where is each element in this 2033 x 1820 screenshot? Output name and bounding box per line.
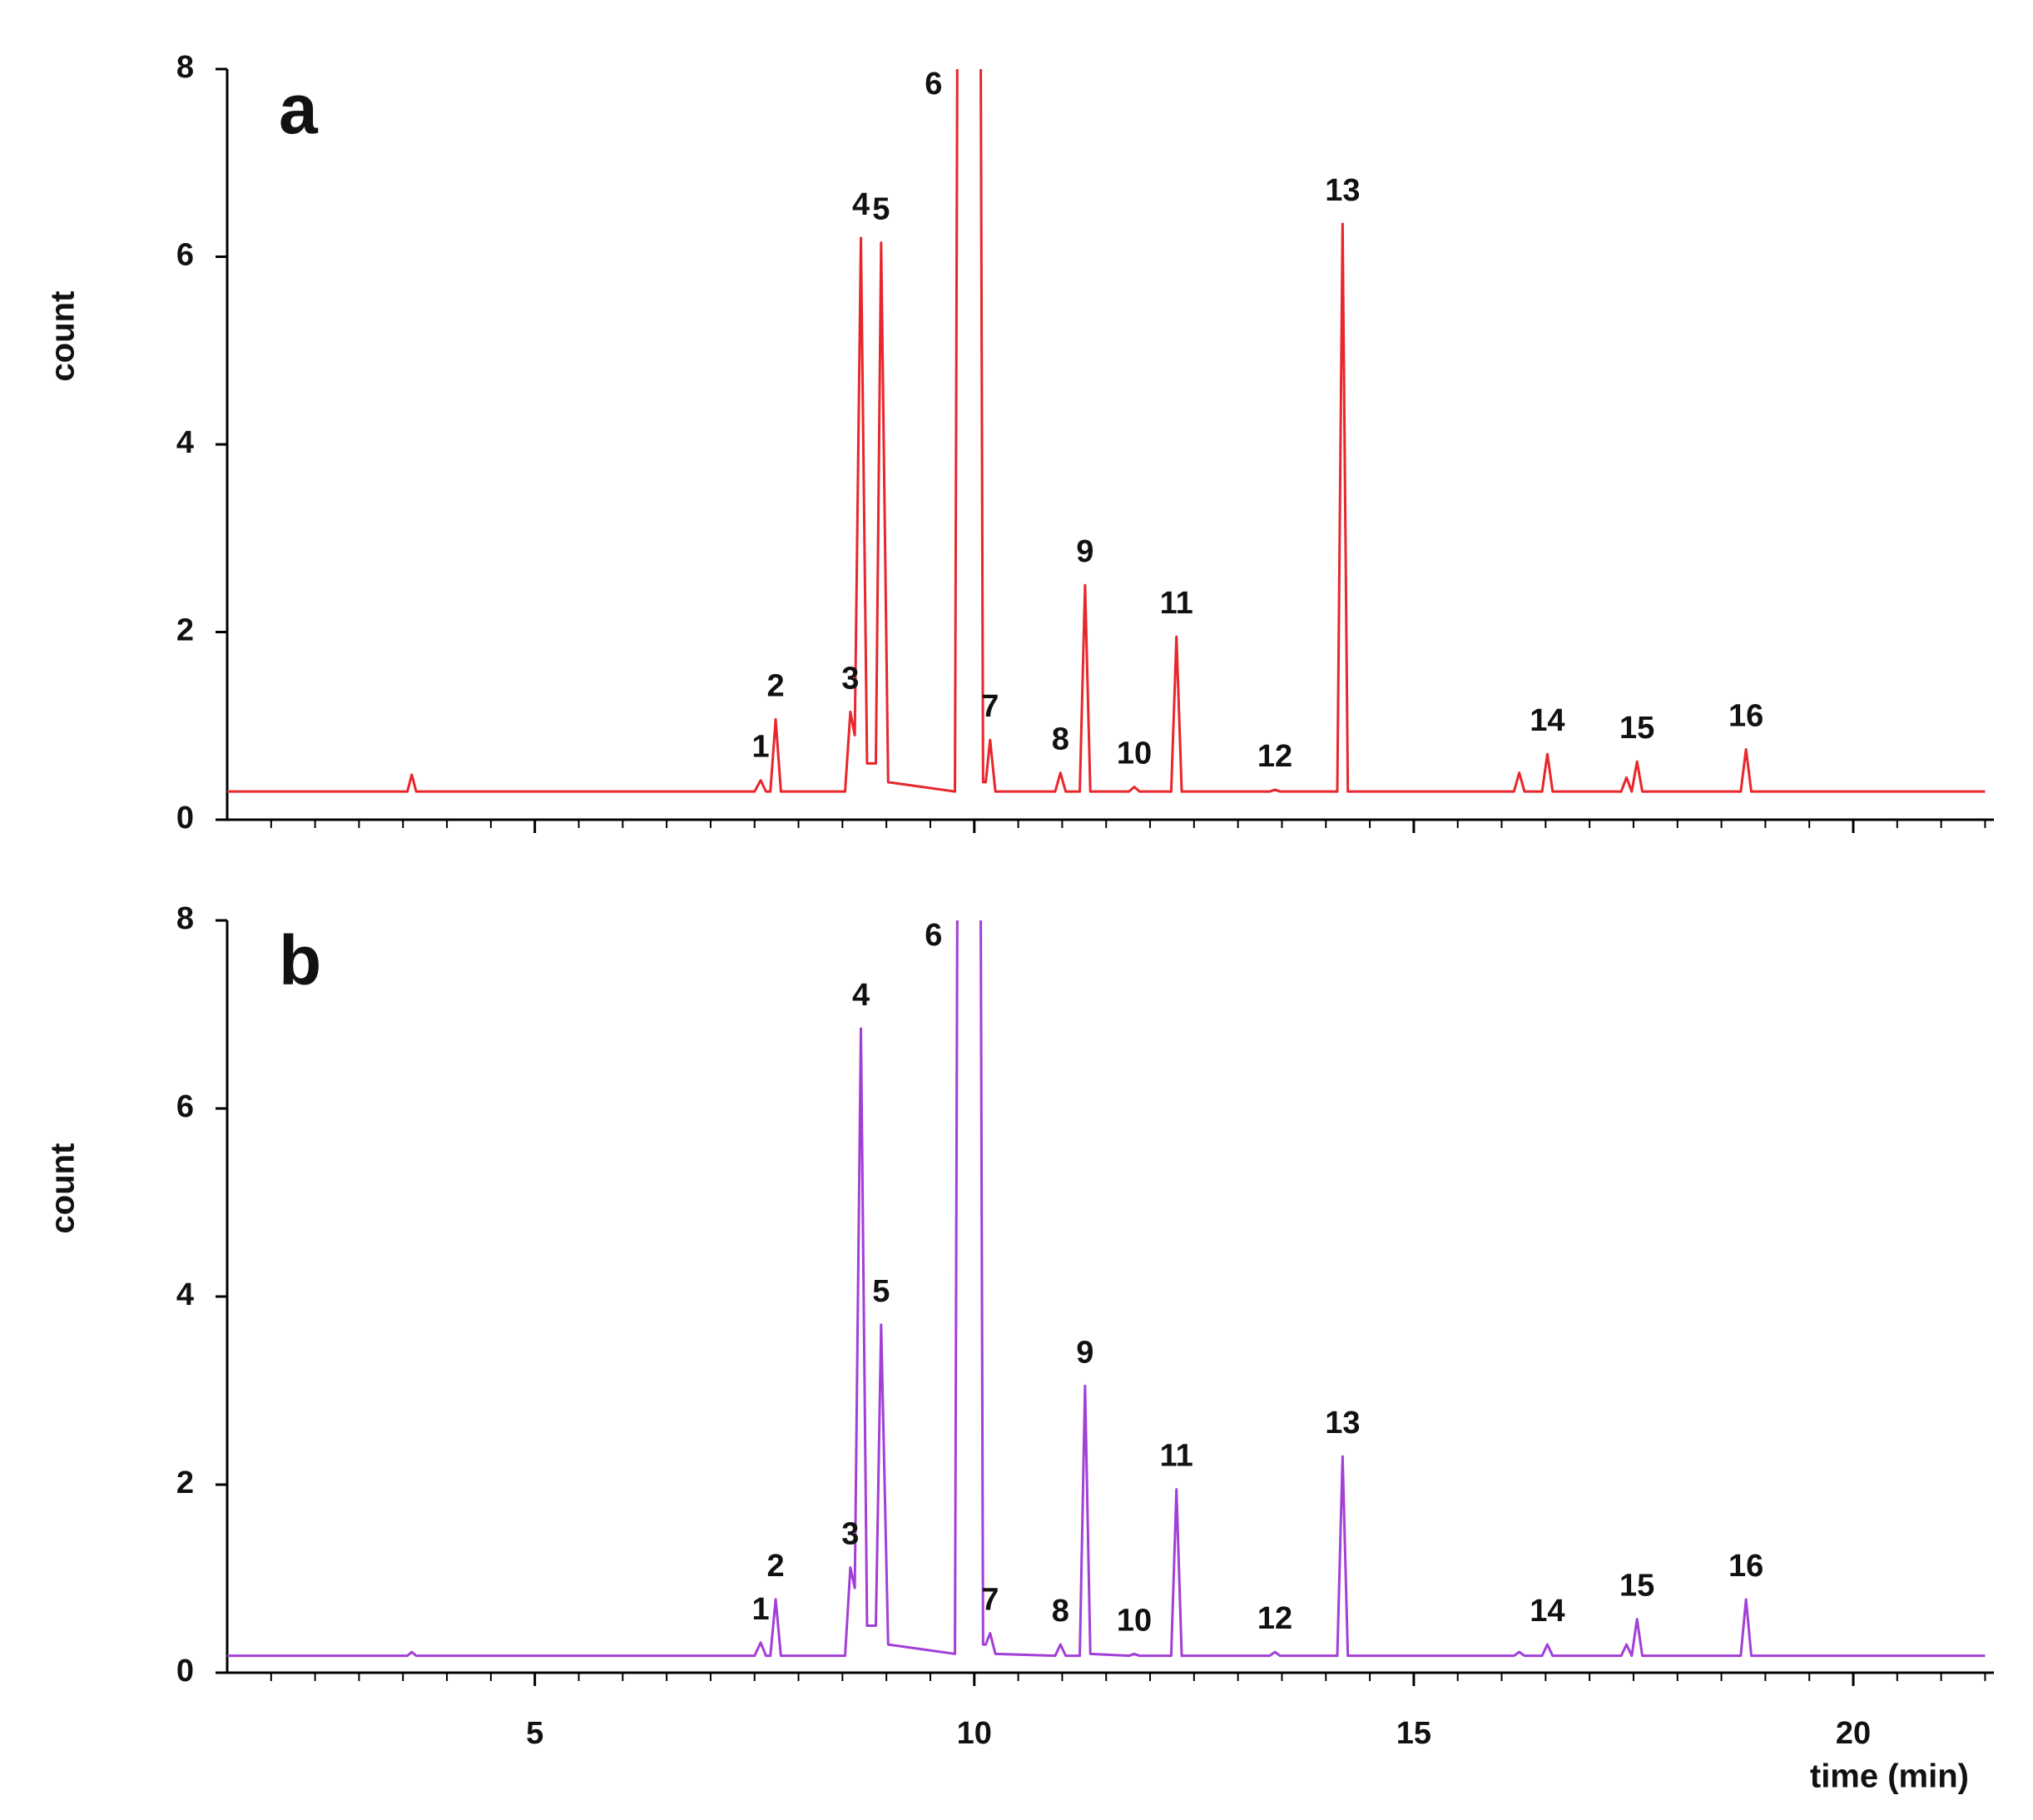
chromatogram-line bbox=[227, 69, 1986, 793]
peak-label: 13 bbox=[1325, 1406, 1360, 1441]
peak-label: 14 bbox=[1530, 1594, 1564, 1629]
x-tick-label: 10 bbox=[957, 1716, 992, 1751]
peak-label: 12 bbox=[1257, 739, 1292, 774]
peak-label: 6 bbox=[925, 67, 942, 102]
peak-label: 9 bbox=[1076, 534, 1093, 569]
chromatogram-line bbox=[227, 920, 1986, 1658]
x-axis-label: time (min) bbox=[1810, 1758, 1969, 1795]
peak-label: 5 bbox=[872, 1274, 890, 1309]
peak-label: 15 bbox=[1619, 1569, 1654, 1604]
y-tick-label: 0 bbox=[176, 801, 194, 836]
y-tick-label: 2 bbox=[176, 613, 194, 648]
x-tick-label: 5 bbox=[526, 1716, 543, 1751]
peak-label: 2 bbox=[767, 1549, 785, 1584]
peak-label: 16 bbox=[1728, 698, 1763, 733]
panel-label: b bbox=[279, 921, 321, 999]
peak-label: 10 bbox=[1117, 1603, 1152, 1638]
panel-label: a bbox=[279, 70, 319, 148]
peak-label: 12 bbox=[1257, 1601, 1292, 1636]
y-tick-label: 6 bbox=[176, 1089, 194, 1124]
peak-label: 10 bbox=[1117, 736, 1152, 771]
peak-label: 2 bbox=[767, 668, 785, 703]
peak-label: 14 bbox=[1530, 703, 1564, 738]
y-axis-label: count bbox=[45, 291, 82, 382]
peak-label: 16 bbox=[1728, 1549, 1763, 1584]
peak-label: 11 bbox=[1160, 1439, 1193, 1474]
y-tick-label: 4 bbox=[176, 425, 194, 460]
x-tick-label: 20 bbox=[1836, 1716, 1871, 1751]
x-tick-label: 15 bbox=[1396, 1716, 1431, 1751]
y-tick-label: 2 bbox=[176, 1465, 194, 1500]
peak-label: 7 bbox=[981, 1583, 999, 1618]
y-tick-label: 6 bbox=[176, 238, 194, 273]
peak-label: 15 bbox=[1619, 711, 1654, 746]
peak-label: 9 bbox=[1076, 1335, 1093, 1370]
peak-label: 1 bbox=[752, 730, 770, 765]
peak-label: 4 bbox=[852, 978, 870, 1013]
peak-label: 8 bbox=[1052, 722, 1069, 757]
peak-label: 5 bbox=[872, 192, 890, 227]
peak-label: 3 bbox=[841, 1516, 859, 1551]
peak-label: 13 bbox=[1325, 173, 1360, 208]
peak-label: 3 bbox=[841, 661, 859, 696]
y-tick-label: 4 bbox=[176, 1277, 194, 1312]
peak-label: 7 bbox=[981, 689, 999, 724]
peak-label: 4 bbox=[852, 187, 870, 222]
peak-label: 6 bbox=[925, 918, 942, 953]
y-tick-label: 8 bbox=[176, 901, 194, 936]
peak-label: 1 bbox=[752, 1592, 770, 1627]
peak-label: 8 bbox=[1052, 1594, 1069, 1629]
y-tick-label: 8 bbox=[176, 50, 194, 85]
y-tick-label: 0 bbox=[176, 1654, 194, 1689]
y-axis-label: count bbox=[45, 1143, 82, 1234]
peak-label: 11 bbox=[1160, 586, 1193, 621]
